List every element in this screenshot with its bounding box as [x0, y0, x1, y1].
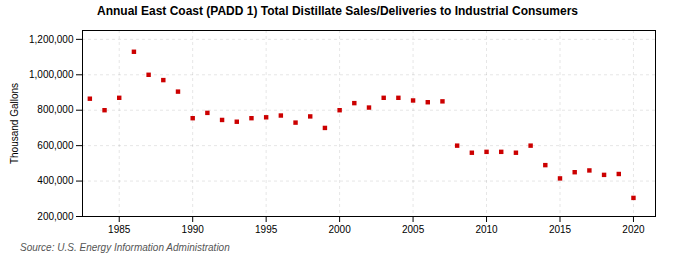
- svg-text:2000: 2000: [328, 224, 351, 235]
- svg-text:1990: 1990: [182, 224, 205, 235]
- svg-text:2005: 2005: [402, 224, 425, 235]
- svg-text:400,000: 400,000: [37, 175, 74, 186]
- html-text:Source: U.S. Energy Informatio: Source: U.S. Energy Information Administ…: [20, 242, 230, 253]
- svg-text:2010: 2010: [475, 224, 498, 235]
- svg-text:1995: 1995: [255, 224, 278, 235]
- html-text:Annual East Coast (PADD 1) Tot: Annual East Coast (PADD 1) Total Distill…: [97, 4, 578, 18]
- svg-text:Thousand Gallons: Thousand Gallons: [9, 83, 20, 164]
- svg-text:2020: 2020: [622, 224, 645, 235]
- svg-text:2015: 2015: [549, 224, 572, 235]
- svg-text:200,000: 200,000: [37, 211, 74, 222]
- svg-text:600,000: 600,000: [37, 140, 74, 151]
- svg-text:800,000: 800,000: [37, 104, 74, 115]
- svg-text:1985: 1985: [108, 224, 131, 235]
- svg-text:1,000,000: 1,000,000: [29, 69, 74, 80]
- svg-text:1,200,000: 1,200,000: [29, 34, 74, 45]
